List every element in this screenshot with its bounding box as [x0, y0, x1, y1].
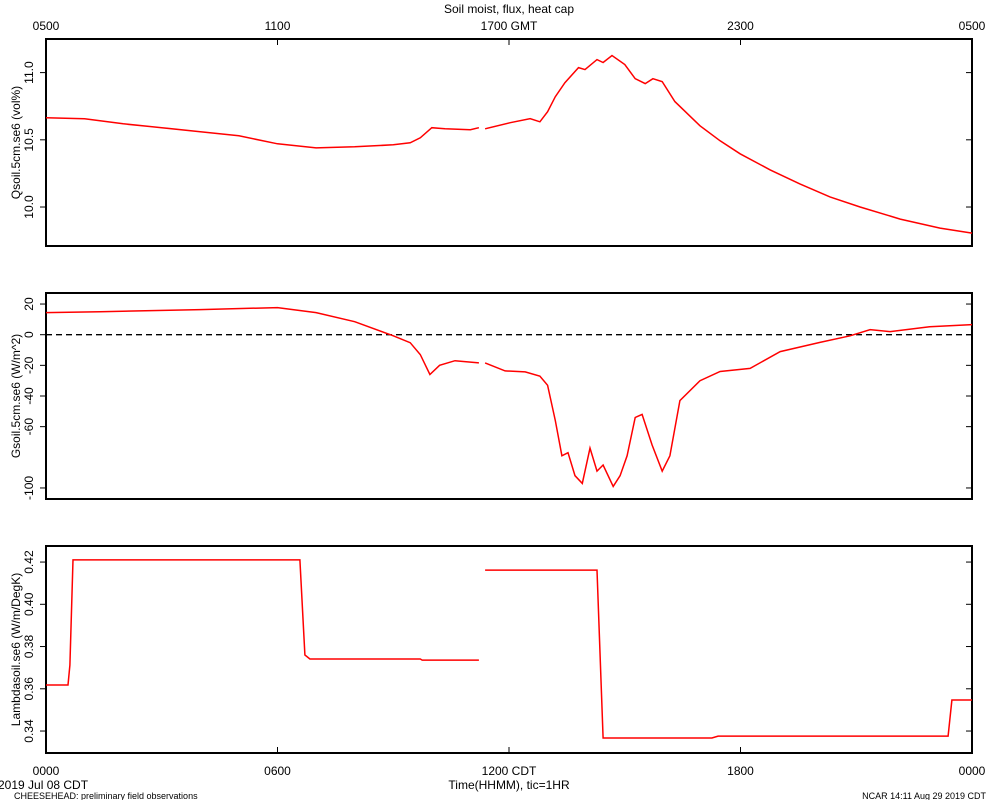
y-axis-label: Qsoil.5cm.se6 (vol%) — [9, 86, 23, 199]
y-tick-label: 10.0 — [22, 195, 36, 219]
footer-note: CHEESEHEAD: preliminary field observatio… — [14, 791, 198, 800]
data-line — [45, 54, 973, 234]
x-tick-label: 1800 — [727, 764, 754, 778]
y-axis-label: Gsoil.5cm.se6 (W/m^2) — [9, 334, 23, 458]
x2-tick-label: 1700 GMT — [481, 19, 538, 33]
x2-tick-label: 0500 — [959, 19, 986, 33]
x2-tick-label: 1100 — [265, 19, 291, 33]
y-tick-label: 0.36 — [22, 677, 36, 701]
x-tick-label: 0600 — [264, 764, 291, 778]
y-tick-label: 0.38 — [22, 635, 36, 659]
data-line — [46, 559, 972, 739]
y-tick-label: 0 — [22, 331, 36, 338]
data-line — [45, 306, 973, 488]
x-tick-label: 0000 — [959, 764, 986, 778]
y-tick-label: -40 — [22, 387, 36, 405]
panel-frame — [45, 292, 973, 500]
panel-frame — [45, 545, 973, 754]
x2-tick-label: 0500 — [33, 19, 60, 33]
y-tick-label: -60 — [22, 418, 36, 436]
footer-credit: NCAR 14:11 Aug 29 2019 CDT — [862, 791, 986, 800]
x-axis-label: Time(HHMM), tic=1HR — [448, 778, 570, 792]
y-tick-label: 0.42 — [22, 550, 36, 574]
y-axis-label: Lambdasoil.se6 (W/m/DegK) — [9, 573, 23, 726]
x2-tick-label: 2300 — [727, 19, 754, 33]
panel-frame — [45, 38, 973, 247]
y-tick-label: -100 — [22, 476, 36, 500]
date-note: 2019 Jul 08 CDT — [0, 778, 89, 792]
y-tick-label: 10.5 — [22, 128, 36, 152]
y-tick-label: 0.40 — [22, 592, 36, 616]
y-tick-label: 20 — [22, 297, 36, 311]
y-tick-label: -20 — [22, 356, 36, 374]
x-tick-label: 1200 CDT — [482, 764, 537, 778]
y-tick-label: 0.34 — [22, 719, 36, 743]
chart-title: Soil moist, flux, heat cap — [444, 2, 574, 16]
x-tick-label: 0000 — [33, 764, 60, 778]
y-tick-label: 11.0 — [22, 61, 36, 84]
